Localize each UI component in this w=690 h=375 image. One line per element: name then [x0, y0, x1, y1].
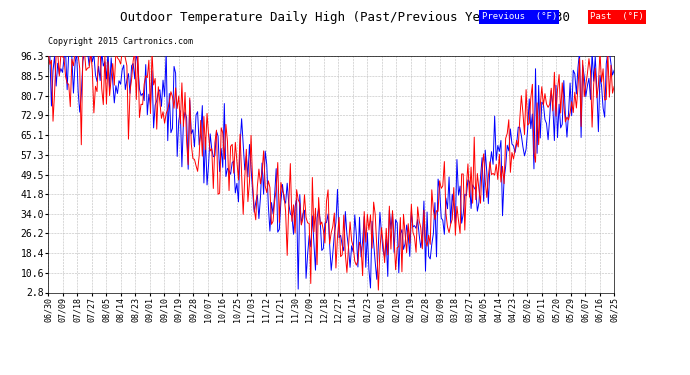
Text: Previous  (°F): Previous (°F) [482, 12, 557, 21]
Text: Past  (°F): Past (°F) [590, 12, 644, 21]
Text: Outdoor Temperature Daily High (Past/Previous Year) 20150630: Outdoor Temperature Daily High (Past/Pre… [120, 11, 570, 24]
Text: Copyright 2015 Cartronics.com: Copyright 2015 Cartronics.com [48, 38, 193, 46]
